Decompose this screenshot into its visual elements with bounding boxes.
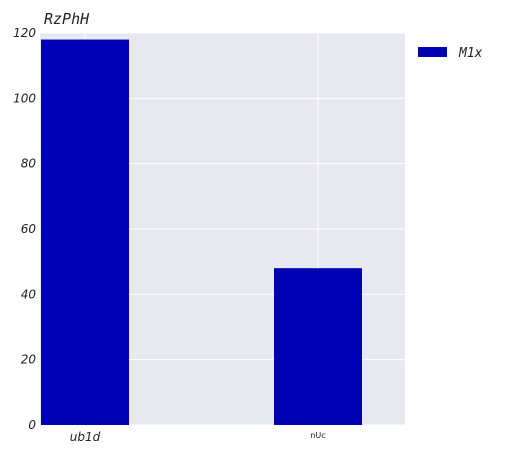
y-tick-label-20: 20: [21, 353, 37, 367]
bar-nuc: [274, 268, 362, 425]
y-tick-label-80: 80: [21, 157, 37, 171]
x-tick-label-nuc: nUc: [310, 431, 325, 440]
y-axis-ticks: 0 20 40 60 80 100 120: [13, 26, 36, 432]
legend-label-m1x: M1x: [458, 46, 483, 61]
bars-group: [41, 39, 362, 426]
y-tick-label-100: 100: [13, 91, 36, 105]
y-tick-label-40: 40: [21, 287, 37, 301]
legend-swatch: [418, 47, 447, 57]
y-tick-label-60: 60: [21, 222, 37, 236]
y-tick-label-120: 120: [13, 26, 36, 40]
x-tick-label-ub1d: ub1d: [70, 430, 101, 444]
bar-ub1d: [41, 39, 129, 426]
legend: M1x: [418, 46, 483, 61]
y-tick-label-0: 0: [28, 418, 36, 432]
x-axis-ticks: ub1d nUc: [70, 430, 326, 444]
chart-title: RzPhH: [44, 10, 90, 28]
